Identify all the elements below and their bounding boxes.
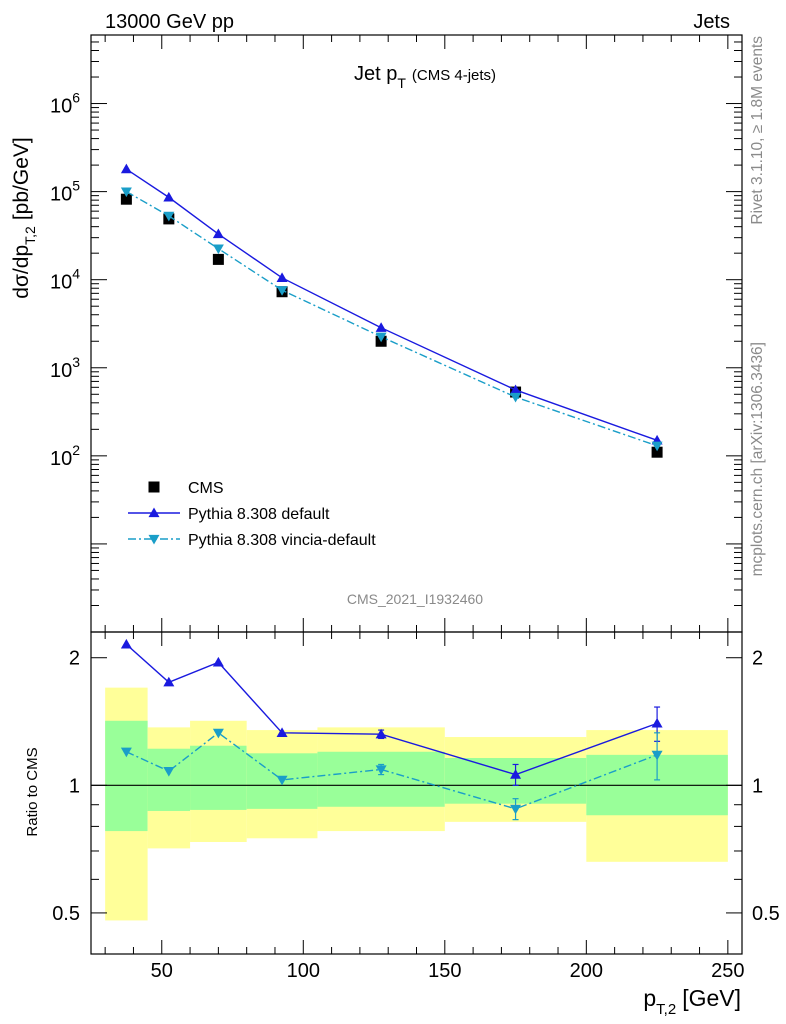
ratio-point: [375, 728, 387, 739]
ratio-point: [212, 656, 224, 667]
legend-marker: [148, 534, 160, 545]
data-point: [212, 228, 224, 239]
legend: CMS Pythia 8.308 default Pythia 8.308 vinc…: [128, 480, 376, 549]
y-axis-label-sub: T,2: [22, 226, 38, 245]
data-point: [276, 272, 288, 282]
legend-marker: [148, 507, 160, 518]
ratio-point: [163, 676, 175, 687]
chart-title-suffix: (CMS 4-jets): [412, 67, 496, 84]
data-point: [163, 211, 175, 222]
uncertainty-band-inner: [190, 745, 247, 810]
y-tick-label: 105: [50, 178, 80, 206]
chart-title-sub: T: [397, 75, 406, 91]
data-point: [120, 163, 132, 174]
ratio-tick-label-left: 2: [69, 648, 80, 670]
ratio-point: [510, 769, 522, 779]
x-axis-label-suffix: [GeV]: [682, 985, 741, 1011]
y-tick-label-base: 10: [50, 360, 72, 382]
x-tick-label: 100: [287, 960, 320, 982]
data-point: [276, 286, 288, 296]
ratio-point: [163, 767, 175, 777]
y-tick-label-base: 10: [50, 272, 72, 294]
chart-title-main: Jet p: [354, 63, 397, 85]
ratio-point: [651, 717, 663, 728]
x-axis-label-sub: T,2: [656, 1001, 676, 1018]
ratio-tick-label-left: 0.5: [52, 903, 80, 925]
data-point: [212, 253, 224, 265]
y-tick-label-exp: 3: [72, 354, 80, 370]
ratio-point: [212, 728, 224, 739]
chart-title: Jet pT (CMS 4-jets): [354, 63, 496, 91]
y-tick-label: 106: [50, 90, 80, 118]
ratio-point: [375, 765, 387, 775]
ratio-point: [276, 727, 288, 737]
ratio-tick-label-right: 1: [752, 775, 763, 797]
data-point: [651, 441, 663, 452]
y-axis-label-pre: dσ/dp: [10, 245, 33, 299]
series-line: [125, 168, 658, 441]
x-axis-label: pT,2 [GeV]: [643, 985, 741, 1018]
data-point: [375, 322, 387, 332]
y-tick-label-base: 10: [50, 448, 72, 470]
ratio-panel-frame: [90, 631, 743, 955]
header-right: Jets: [693, 11, 730, 33]
y-tick-label: 104: [50, 266, 80, 294]
rivet-label: Rivet 3.1.10, ≥ 1.8M events: [749, 36, 766, 225]
ratio-point: [120, 747, 132, 758]
series-line: [126, 191, 658, 447]
data-point: [212, 244, 224, 255]
data-point: [510, 384, 522, 395]
analysis-label: CMS_2021_I1932460: [347, 591, 483, 607]
uncertainty-band-inner: [105, 720, 148, 832]
y-axis-label-suffix: [pb/GeV]: [10, 137, 33, 220]
uncertainty-band-inner: [317, 751, 445, 807]
y-tick-label-exp: 4: [72, 266, 80, 282]
data-point: [163, 191, 175, 202]
y-tick-label: 103: [50, 354, 80, 382]
y-tick-label-exp: 2: [72, 442, 80, 458]
legend-label: Pythia 8.308 default: [188, 506, 330, 523]
legend-label: Pythia 8.308 vincia-default: [188, 532, 376, 549]
y-tick-label: 102: [50, 442, 80, 470]
y-tick-label-base: 10: [50, 96, 72, 118]
data-point: [120, 187, 132, 198]
ratio-tick-label-right: 0.5: [752, 903, 780, 925]
legend-marker: [148, 481, 160, 493]
x-tick-label: 150: [428, 960, 461, 982]
ratio-tick-label-right: 2: [752, 648, 763, 670]
x-tick-label: 50: [151, 960, 173, 982]
ratio-tick-label-left: 1: [69, 775, 80, 797]
x-tick-label: 250: [711, 960, 744, 982]
data-point: [510, 392, 522, 403]
legend-label: CMS: [188, 480, 224, 497]
data-point: [651, 446, 663, 458]
ratio-axis-label: Ratio to CMS: [24, 747, 41, 836]
uncertainty-band-inner: [147, 748, 191, 811]
y-tick-label-exp: 6: [72, 90, 80, 106]
ratio-point: [651, 750, 663, 761]
data-point: [375, 332, 387, 343]
y-axis-label: dσ/dpT,2 [pb/GeV]: [10, 137, 38, 298]
mcplots-label: mcplots.cern.ch [arXiv:1306.3436]: [749, 342, 766, 576]
y-tick-label-base: 10: [50, 184, 72, 206]
header-left: 13000 GeV pp: [105, 11, 234, 33]
x-axis-label-main: p: [643, 985, 656, 1011]
ratio-point: [510, 804, 522, 815]
y-tick-label-exp: 5: [72, 178, 80, 194]
data-point: [120, 193, 132, 205]
x-tick-label: 200: [570, 960, 603, 982]
ratio-point: [120, 638, 132, 649]
ratio-point: [276, 775, 288, 786]
